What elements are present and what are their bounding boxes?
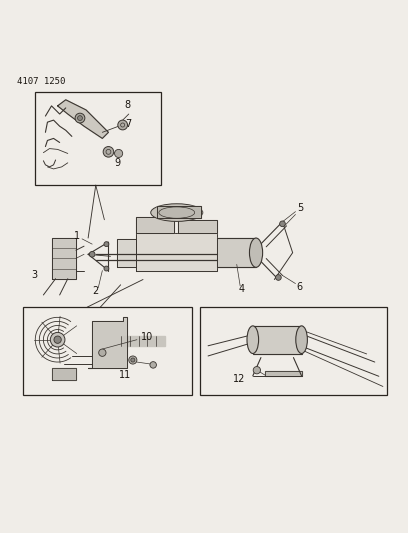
Polygon shape <box>58 100 109 139</box>
Circle shape <box>103 147 114 157</box>
Text: 1: 1 <box>74 231 80 241</box>
Text: 7: 7 <box>125 119 131 129</box>
Circle shape <box>104 266 109 271</box>
Text: 4: 4 <box>239 284 245 294</box>
Circle shape <box>131 358 135 362</box>
Polygon shape <box>136 233 217 271</box>
Polygon shape <box>178 220 217 233</box>
Text: 6: 6 <box>297 282 303 292</box>
Polygon shape <box>51 238 76 279</box>
Ellipse shape <box>249 238 263 268</box>
Circle shape <box>54 336 61 343</box>
Bar <box>23 307 192 394</box>
Bar <box>200 307 387 394</box>
Text: 8: 8 <box>125 100 131 110</box>
Circle shape <box>115 149 123 158</box>
Ellipse shape <box>296 326 307 353</box>
Circle shape <box>75 113 85 123</box>
Ellipse shape <box>151 204 203 221</box>
Polygon shape <box>136 217 173 233</box>
Circle shape <box>89 252 95 257</box>
Circle shape <box>253 367 261 374</box>
Polygon shape <box>121 336 165 346</box>
Circle shape <box>99 349 106 357</box>
Text: 4107 1250: 4107 1250 <box>17 77 65 86</box>
Polygon shape <box>51 368 76 381</box>
Polygon shape <box>217 238 256 268</box>
Circle shape <box>279 221 285 227</box>
Text: 2: 2 <box>92 286 98 296</box>
Polygon shape <box>253 326 302 353</box>
Text: 3: 3 <box>31 270 37 280</box>
Polygon shape <box>117 239 136 266</box>
Text: 12: 12 <box>233 374 245 384</box>
Text: 9: 9 <box>115 158 121 168</box>
Text: 11: 11 <box>119 370 131 380</box>
Text: 10: 10 <box>141 332 153 342</box>
Circle shape <box>118 120 128 130</box>
Circle shape <box>78 116 82 120</box>
Circle shape <box>104 241 109 247</box>
Ellipse shape <box>247 326 259 353</box>
Bar <box>35 92 161 185</box>
Circle shape <box>275 274 281 280</box>
Circle shape <box>150 362 156 368</box>
Circle shape <box>129 356 137 364</box>
Text: 5: 5 <box>297 203 303 213</box>
Circle shape <box>50 333 65 347</box>
Polygon shape <box>265 371 302 376</box>
Polygon shape <box>88 317 127 368</box>
Polygon shape <box>157 206 201 218</box>
